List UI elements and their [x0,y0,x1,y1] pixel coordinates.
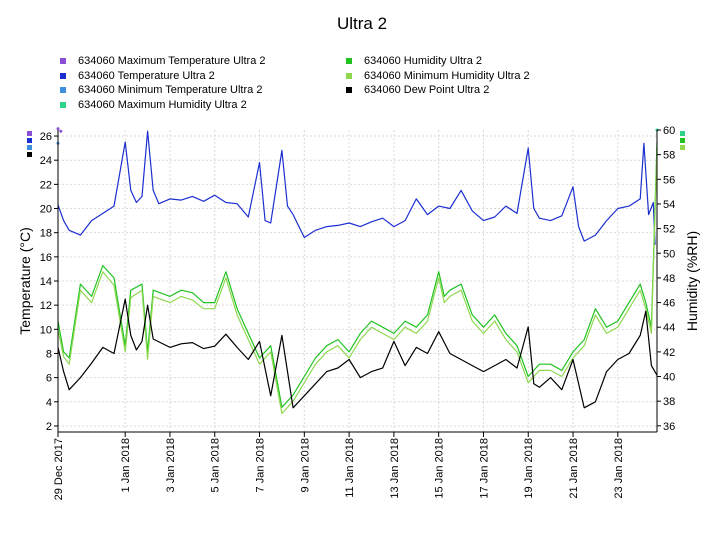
y-tick-label: 2 [46,421,52,433]
x-tick-label: 9 Jan 2018 [299,438,311,492]
legend-item: 634060 Humidity Ultra 2 [346,54,530,69]
x-tick-label: 5 Jan 2018 [210,438,222,492]
legend-label: 634060 Minimum Temperature Ultra 2 [78,84,263,96]
legend-item: 634060 Minimum Humidity Ultra 2 [346,69,530,84]
axis-series-marker-right [680,138,685,143]
legend-swatch [346,58,352,65]
legend-label: 634060 Maximum Humidity Ultra 2 [78,98,247,111]
y2-tick-label: 52 [663,224,675,236]
y2-tick-label: 40 [663,372,675,384]
y-tick-label: 20 [40,204,52,216]
legend-swatch [60,58,66,65]
series-line-1 [57,130,656,245]
series-point-0 [59,129,63,133]
x-tick-label: 29 Dec 2017 [53,438,65,500]
y2-tick-label: 48 [663,273,675,285]
legend-label: 634060 Maximum Temperature Ultra 2 [78,55,266,67]
y-tick-label: 18 [40,228,52,240]
axis-series-marker-right [680,145,685,150]
x-tick-label: 19 Jan 2018 [523,438,535,499]
y2-tick-label: 54 [663,199,675,211]
legend-column-1: 634060 Maximum Temperature Ultra 2 634060… [60,54,266,112]
y2-tick-label: 50 [663,248,675,260]
legend-swatch [60,101,66,108]
legend-swatch [60,72,66,79]
x-tick-label: 3 Jan 2018 [165,438,177,492]
legend-item: 634060 Minimum Temperature Ultra 2 [60,83,266,98]
axis-series-marker-left [27,152,32,157]
legend-label: 634060 Minimum Humidity Ultra 2 [364,69,530,82]
legend-swatch [60,87,66,94]
x-tick-label: 21 Jan 2018 [568,438,580,499]
y2-tick-label: 44 [663,322,675,334]
legend-item: 634060 Maximum Temperature Ultra 2 [60,54,266,69]
x-tick-label: 11 Jan 2018 [344,438,356,498]
legend-item: 634060 Temperature Ultra 2 [60,69,266,84]
y-tick-label: 24 [40,155,52,167]
legend-column-2: 634060 Humidity Ultra 2 634060 Minimum Hu… [346,54,530,98]
legend-swatch [346,87,352,94]
axis-series-marker-right [680,131,685,136]
legend-label: 634060 Temperature Ultra 2 [78,69,215,82]
y2-tick-label: 60 [663,125,675,137]
y-tick-label: 10 [40,324,52,336]
y-tick-label: 4 [46,397,52,409]
y2-tick-label: 56 [663,174,675,186]
y2-tick-label: 42 [663,347,675,359]
y-tick-label: 12 [40,300,52,312]
y-tick-label: 6 [46,373,52,385]
legend-label: 634060 Dew Point Ultra 2 [364,84,490,96]
y-tick-label: 14 [40,276,52,288]
x-tick-label: 1 Jan 2018 [120,438,132,492]
y-tick-label: 22 [40,179,52,191]
x-tick-label: 23 Jan 2018 [613,438,625,499]
series-point-0 [56,127,60,131]
x-tick-label: 15 Jan 2018 [434,438,446,499]
legend-swatch [346,72,352,79]
x-tick-label: 17 Jan 2018 [478,438,490,499]
y2-tick-label: 36 [663,421,675,433]
y2-axis-title: Humidity (%RH) [684,231,700,331]
y-tick-label: 26 [40,131,52,143]
x-tick-label: 7 Jan 2018 [255,438,267,492]
y-tick-label: 16 [40,252,52,264]
y2-tick-label: 58 [663,150,675,162]
chart-title: Ultra 2 [336,14,388,33]
series-line-5 [57,148,658,415]
legend-item: 634060 Dew Point Ultra 2 [346,83,530,98]
legend-label: 634060 Humidity Ultra 2 [364,55,483,67]
y-axis-title: Temperature (°C) [17,227,33,335]
x-tick-label: 13 Jan 2018 [389,438,401,499]
series-line-6 [57,298,658,409]
axis-series-marker-left [27,145,32,150]
y-tick-label: 8 [46,348,52,360]
axis-series-marker-left [27,138,32,143]
y2-tick-label: 46 [663,298,675,310]
axis-series-marker-left [27,131,32,136]
y2-tick-label: 38 [663,396,675,408]
legend-item: 634060 Maximum Humidity Ultra 2 [60,98,266,113]
